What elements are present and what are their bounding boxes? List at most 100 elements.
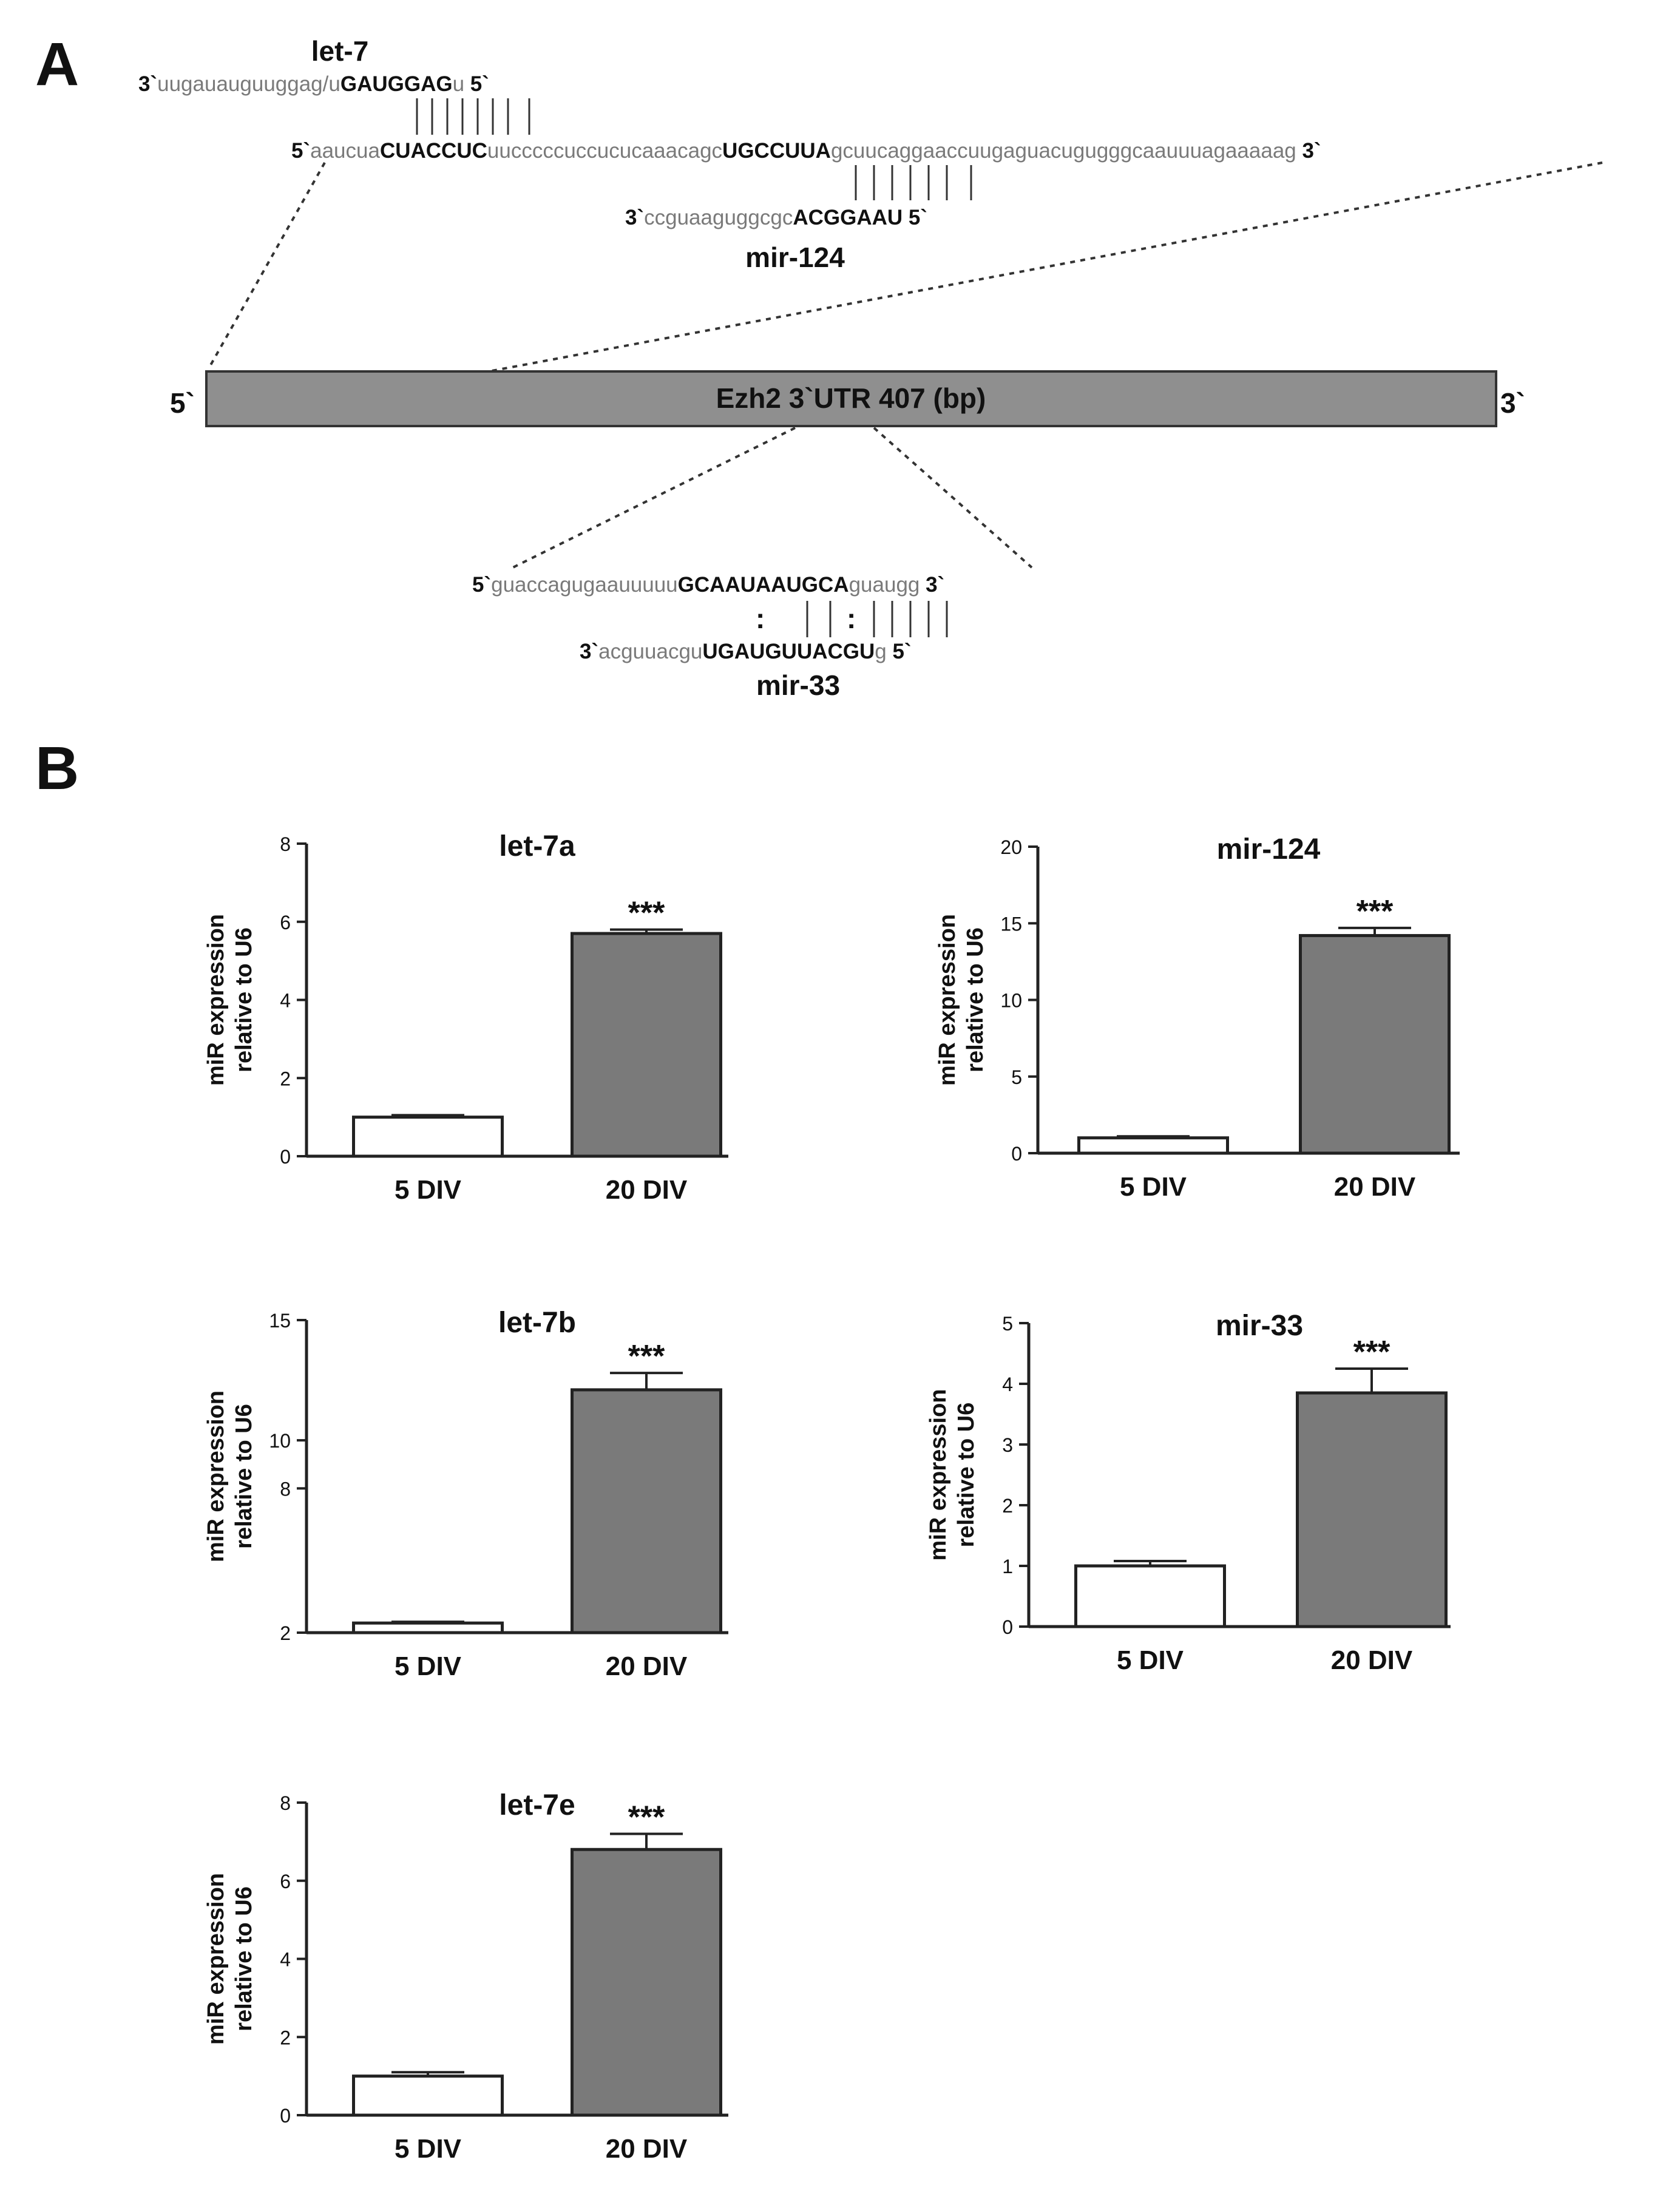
sequence-segment: guaccagugaauuuuu — [491, 573, 678, 597]
y-axis-label-line: relative to U6 — [231, 1886, 257, 2031]
bar-5-div — [352, 1116, 504, 1158]
chart-title: mir-124 — [1217, 833, 1321, 865]
y-tick-label: 0 — [280, 2105, 291, 2127]
sequence-segment: GCAAUAAUGCA — [678, 573, 849, 597]
y-tick-label: 0 — [280, 1146, 291, 1168]
connector-bottom-left — [512, 427, 796, 569]
y-axis-label-line: relative to U6 — [231, 1404, 257, 1549]
x-tick-label: 5 DIV — [395, 1175, 462, 1205]
chart-4: let-7e miR expression relative to U6 0 2 4 6 8 5… — [203, 1789, 728, 2164]
sequence-segment: 5` — [472, 573, 491, 597]
sequence-segment: UGAUGUUACGU — [702, 640, 875, 663]
sequence-segment: 3` — [920, 573, 944, 597]
bar-5-div — [352, 2075, 504, 2117]
y-tick-label: 8 — [280, 833, 291, 855]
x-tick-label: 20 DIV — [606, 2134, 688, 2164]
utr-5prime: 5` — [170, 387, 195, 419]
y-axis-label: miR expression relative to U6 — [203, 1873, 257, 2045]
let7-sequence: 3`uugauauguuggag/uGAUGGAGu 5` — [138, 72, 489, 96]
sequence-segment: 5` — [291, 139, 310, 163]
y-tick-label: 2 — [280, 1622, 291, 1644]
connector-top-right — [488, 161, 1603, 373]
y-tick-label: 15 — [1000, 913, 1022, 935]
sequence-segment: 5` — [464, 72, 489, 96]
connector-top-left — [208, 162, 326, 368]
sequence-segment: GAUGGAG — [340, 72, 453, 96]
sequence-segment: UGCCUUA — [722, 139, 831, 163]
utr-3prime: 3` — [1500, 387, 1525, 419]
bar-20-div — [571, 932, 722, 1158]
bar-20-div — [571, 1848, 722, 2117]
connector-bottom-right — [873, 427, 1033, 569]
sequence-segment: uugauauguuggag/u — [157, 72, 340, 96]
sequence-segment: 5` — [903, 206, 927, 229]
y-axis-label-line: miR expression — [203, 1873, 229, 2045]
y-tick-label: 0 — [1002, 1616, 1013, 1638]
x-tick-label: 5 DIV — [1117, 1645, 1184, 1675]
y-tick-label: 4 — [280, 990, 291, 1012]
sequence-segment: guaugg — [849, 573, 920, 597]
significance-label: *** — [628, 1800, 665, 1835]
sequence-segment: aaucua — [310, 139, 380, 163]
mir124-sequence: 3`ccguaaguggcgcACGGAAU 5` — [625, 206, 927, 229]
sequence-segment: acguuacgu — [598, 640, 702, 663]
significance-label: *** — [628, 1339, 665, 1374]
bar-20-div — [571, 1388, 722, 1634]
x-tick-label: 20 DIV — [606, 1175, 688, 1205]
x-tick-label: 5 DIV — [1120, 1172, 1187, 1202]
x-tick-label: 20 DIV — [1334, 1172, 1416, 1202]
chart-title: let-7a — [499, 830, 575, 862]
utr-label: Ezh2 3`UTR 407 (bp) — [716, 382, 986, 414]
y-axis-label-line: miR expression — [203, 1390, 229, 1562]
bar-5-div — [1074, 1564, 1226, 1628]
y-axis-label-line: relative to U6 — [953, 1403, 979, 1548]
mir33-pairing-lines — [806, 601, 948, 637]
utr-bar — [205, 370, 1497, 427]
y-tick-label: 6 — [280, 912, 291, 933]
sequence-segment: 3` — [138, 72, 157, 96]
sequence-segment: uucccccuccucucaaacagc — [487, 139, 722, 163]
y-axis-label: miR expression relative to U6 — [203, 1390, 257, 1562]
sequence-segment: CUACCUC — [380, 139, 487, 163]
panel-a: let-7 3`uugauauguuggag/uGAUGGAGu 5` 5`aa… — [138, 35, 1603, 701]
significance-label: *** — [1353, 1335, 1390, 1370]
y-axis-label: miR expression relative to U6 — [203, 914, 257, 1086]
bar-5-div — [1077, 1136, 1229, 1155]
bar-5-div — [352, 1621, 504, 1634]
mir33-name: mir-33 — [756, 669, 840, 701]
sequence-segment: ACGGAAU — [793, 206, 903, 229]
y-tick-label: 5 — [1002, 1313, 1013, 1335]
sequence-segment: 3` — [1296, 139, 1321, 163]
significance-label: *** — [1357, 894, 1394, 929]
chart-3: mir-33 miR expression relative to U6 0 1 2 3 4 5… — [926, 1310, 1451, 1675]
y-axis-label-line: miR expression — [926, 1389, 951, 1561]
significance-label: *** — [628, 896, 665, 931]
y-tick-label: 1 — [1002, 1556, 1013, 1577]
panel-b-letter: B — [35, 734, 79, 802]
sequence-segment: u — [453, 72, 464, 96]
x-tick-label: 5 DIV — [395, 2134, 462, 2164]
y-tick-label: 6 — [280, 1871, 291, 1892]
y-tick-label: 4 — [1002, 1373, 1013, 1395]
chart-title: let-7e — [499, 1789, 575, 1821]
y-tick-label: 2 — [1002, 1495, 1013, 1517]
sequence-segment: gcuucaggaaccuugaguacugugggcaauuuagaaaaag — [831, 139, 1296, 163]
let7-pairing-lines — [416, 98, 530, 135]
y-tick-label: 4 — [280, 1949, 291, 1971]
chart-1: mir-124 miR expression relative to U6 0 5 10 1… — [935, 833, 1460, 1202]
y-tick-label: 2 — [280, 2027, 291, 2048]
y-axis-label-line: relative to U6 — [963, 927, 988, 1072]
y-tick-label: 8 — [280, 1478, 291, 1500]
y-tick-label: 3 — [1002, 1434, 1013, 1456]
y-tick-label: 8 — [280, 1792, 291, 1814]
bar-20-div — [1299, 933, 1451, 1155]
chart-title: mir-33 — [1216, 1310, 1303, 1342]
y-tick-label: 2 — [280, 1068, 291, 1089]
y-tick-label: 10 — [1000, 990, 1022, 1012]
x-tick-label: 20 DIV — [1331, 1645, 1413, 1675]
y-tick-label: 15 — [269, 1310, 291, 1332]
sequence-segment: ccguaaguggcgc — [644, 206, 793, 229]
wobble-mark-2: : — [847, 603, 856, 634]
y-axis-label-line: miR expression — [203, 914, 229, 1086]
